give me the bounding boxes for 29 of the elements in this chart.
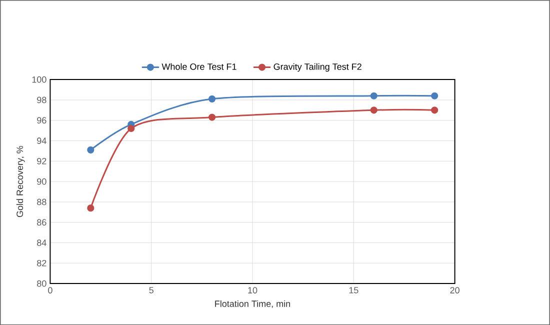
x-tick-label: 5	[149, 286, 154, 294]
y-tick-label: 96	[37, 117, 46, 124]
y-axis-title: Gold Recovery, %	[16, 146, 25, 217]
y-tick-label: 92	[37, 158, 46, 164]
y-tick-label: 94	[37, 137, 46, 144]
y-tick-label: 98	[37, 96, 46, 104]
y-tick-label: 100	[32, 76, 46, 83]
x-axis-title: Flotation Time, min	[215, 300, 290, 308]
point	[431, 92, 438, 100]
y-tick-label: 80	[37, 280, 46, 287]
y-tick-label: 84	[37, 239, 46, 246]
y-tick-label: 82	[37, 260, 46, 266]
point	[208, 114, 216, 121]
point	[370, 106, 378, 114]
point	[87, 146, 94, 154]
point	[128, 124, 135, 132]
legend-label: Whole Ore Test F1	[162, 63, 236, 70]
y-tick-label: 88	[37, 198, 46, 206]
point	[431, 106, 438, 114]
point	[370, 92, 378, 100]
x-tick-label: 10	[248, 286, 258, 294]
y-tick-label: 86	[37, 219, 46, 226]
x-tick-label: 20	[450, 286, 460, 294]
point	[208, 95, 216, 102]
point	[87, 204, 94, 212]
x-tick-label: 15	[349, 286, 358, 294]
y-tick-label: 90	[37, 178, 46, 185]
legend-label: Gravity Tailing Test F2	[274, 63, 362, 72]
x-tick-label: 0	[48, 286, 52, 294]
